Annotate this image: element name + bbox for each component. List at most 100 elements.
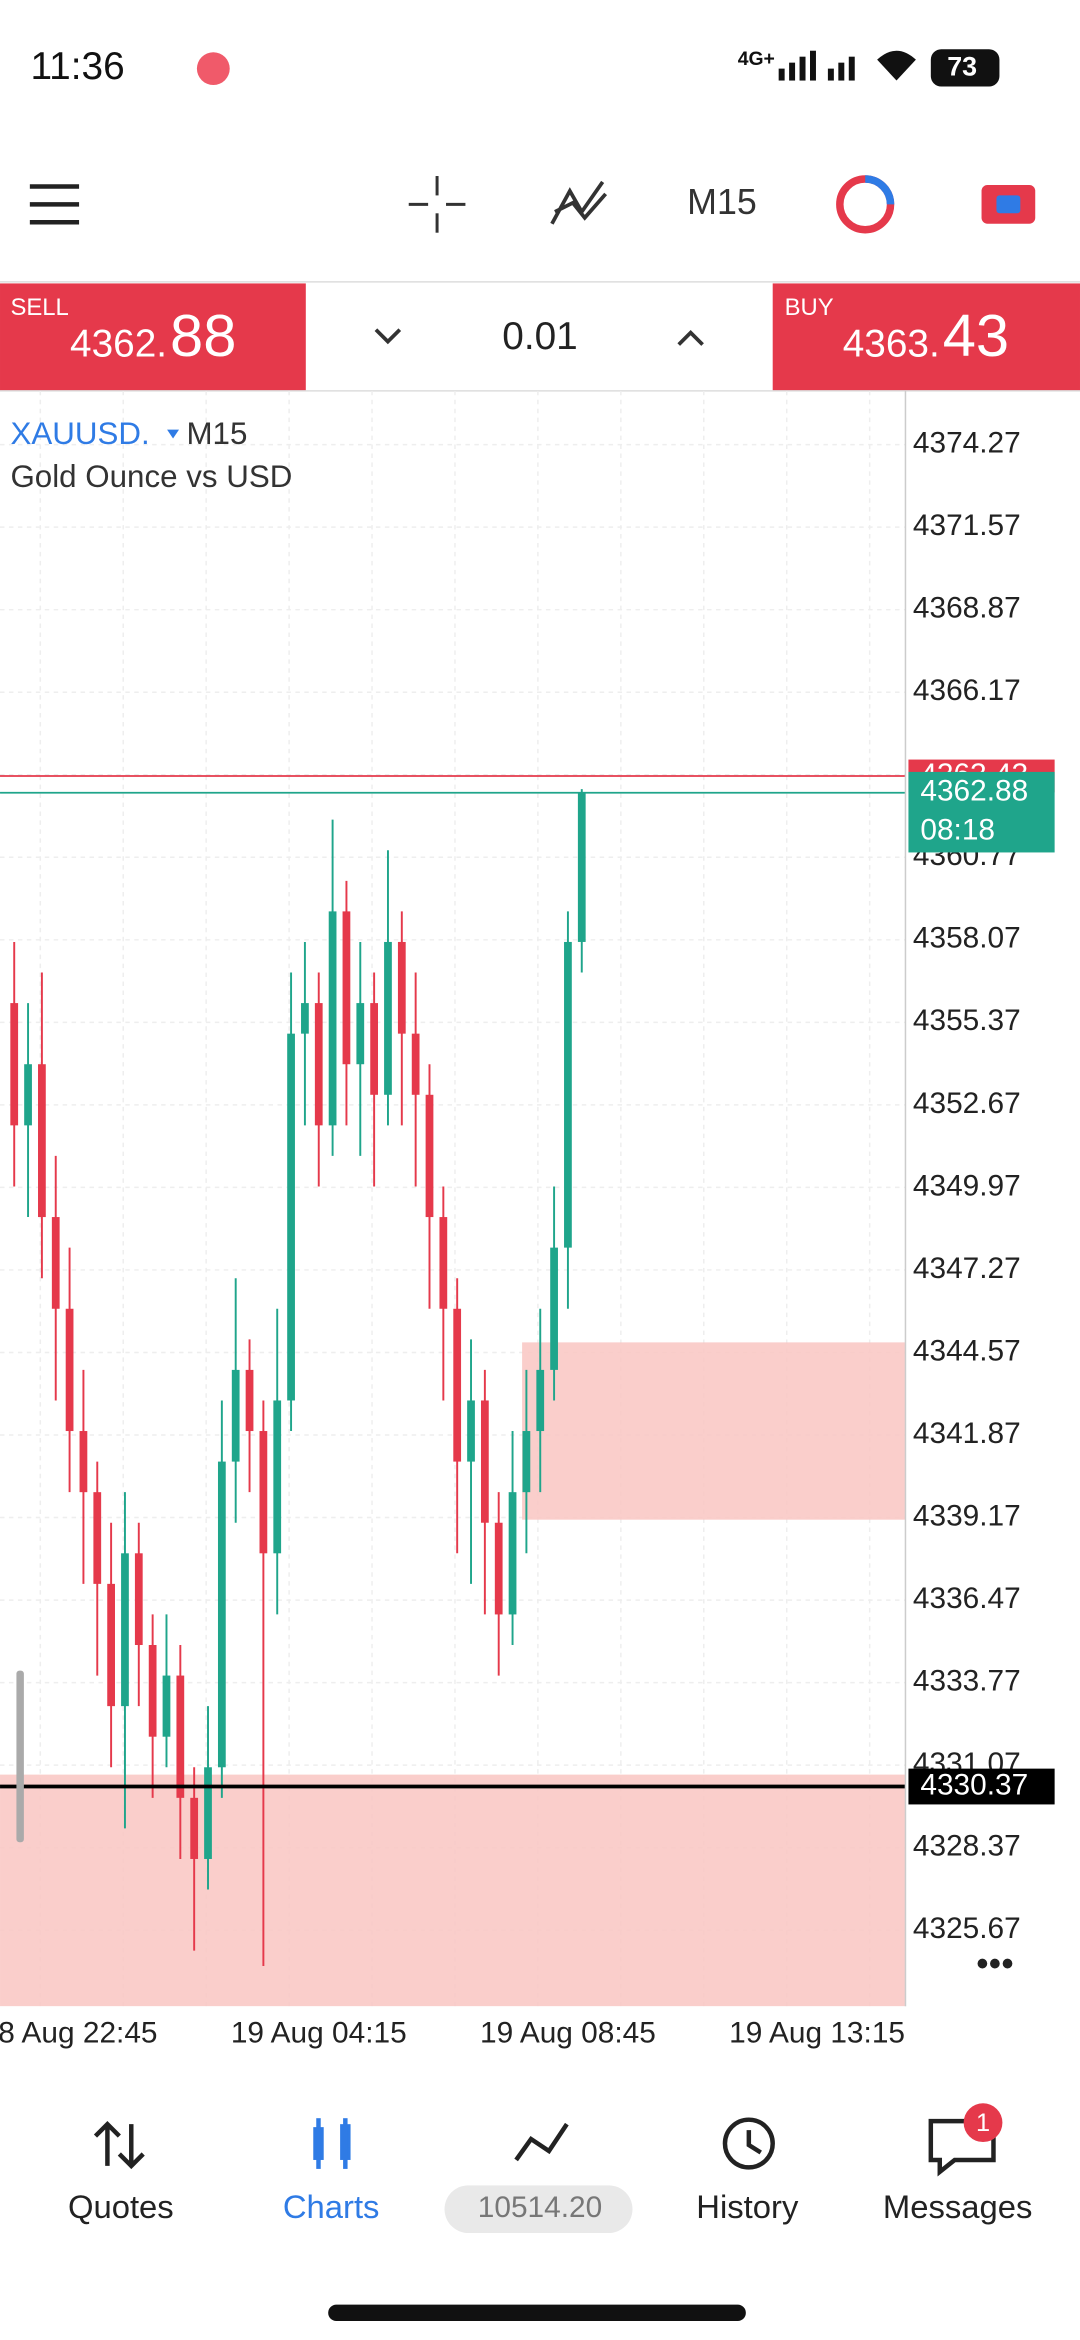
nav-label[interactable]: Quotes: [68, 2188, 174, 2225]
buy-button[interactable]: [772, 283, 1080, 391]
candle-body: [107, 1583, 115, 1707]
more-button[interactable]: •••: [976, 1943, 1014, 1983]
sell-price-major: 4362.: [70, 322, 167, 365]
nav-label[interactable]: Messages: [883, 2188, 1032, 2225]
price-label: 4374.27: [913, 426, 1021, 459]
candle-body: [93, 1492, 102, 1584]
candle-body: [564, 941, 572, 1248]
clock: 11:36: [31, 45, 125, 88]
candle-body: [204, 1767, 212, 1859]
nav-label[interactable]: Charts: [283, 2188, 380, 2225]
history-icon: [722, 2117, 775, 2170]
candle-body: [480, 1400, 489, 1523]
chart-timeframe: M15: [186, 416, 247, 451]
crosshair-button[interactable]: [408, 176, 466, 233]
level-tag-label: 4330.37: [920, 1768, 1028, 1801]
battery-level: 73: [947, 52, 977, 82]
symbol[interactable]: XAUUSD.: [10, 416, 149, 451]
price-label: 4371.57: [913, 509, 1021, 542]
timeframe-button[interactable]: M15: [687, 182, 757, 222]
plot-area: [0, 390, 906, 2007]
network: 4G+: [738, 48, 775, 70]
nav-label[interactable]: 10514.20: [478, 2191, 602, 2224]
symbol-dropdown: [167, 429, 180, 439]
candle-body: [24, 1064, 32, 1126]
candle-body: [148, 1645, 157, 1737]
price-label: 4366.17: [913, 674, 1021, 707]
price-label: 4344.57: [913, 1334, 1021, 1367]
volume[interactable]: 0.01: [502, 315, 577, 358]
price-label: 4368.87: [913, 592, 1021, 625]
time-label: 19 Aug 08:45: [480, 2017, 656, 2050]
sell-button[interactable]: [0, 283, 306, 391]
candle-body: [522, 1431, 531, 1493]
candle-body: [190, 1797, 199, 1859]
candle-body: [287, 1033, 295, 1401]
candle-body: [328, 911, 337, 1126]
price-label: 4349.97: [913, 1169, 1021, 1202]
level-tag: [908, 1768, 1055, 1805]
candle-body: [439, 1217, 448, 1309]
charts-icon: [313, 2118, 351, 2169]
window-button[interactable]: [981, 184, 1036, 224]
bid-tag: [908, 771, 1055, 853]
scrollbar: [16, 1670, 24, 1843]
candle-body: [217, 1461, 226, 1768]
price-label: 4328.37: [913, 1830, 1021, 1863]
time-label: 18 Aug 22:45: [0, 2017, 157, 2050]
zone: [0, 1774, 906, 2007]
wifi-icon: [877, 50, 916, 81]
candle-body: [397, 941, 406, 1034]
candle-body: [176, 1675, 185, 1798]
sell-price-minor: 88: [170, 302, 236, 369]
signal-icon: [778, 50, 855, 81]
time-label: 19 Aug 04:15: [231, 2017, 407, 2050]
home-indicator: [328, 2304, 746, 2322]
nav-bar: Quotes Charts 10514.20 History Messages: [68, 2188, 1032, 2225]
badge: [963, 2103, 1003, 2143]
buy-label: BUY: [785, 294, 834, 321]
candle-body: [550, 1247, 558, 1370]
candle-body: [245, 1369, 254, 1432]
candle-body: [411, 1033, 420, 1095]
buy-price-minor: 43: [943, 302, 1009, 369]
zone: [522, 1342, 906, 1520]
record-icon: [196, 52, 230, 86]
price-label: 4325.67: [913, 1912, 1021, 1945]
candle-body: [38, 1064, 46, 1218]
price-label: 4336.47: [913, 1582, 1021, 1615]
countdown: 08:18: [920, 813, 995, 846]
badge-count: 1: [976, 2109, 990, 2137]
price-label: 4347.27: [913, 1252, 1021, 1285]
candle-body: [425, 1094, 434, 1218]
volume-up[interactable]: [677, 330, 704, 346]
price-label: 4333.77: [913, 1664, 1021, 1697]
candle-body: [356, 1003, 365, 1065]
candle-body: [121, 1553, 129, 1707]
candle-body: [536, 1369, 545, 1432]
menu-button[interactable]: [29, 184, 80, 225]
time-label: 19 Aug 13:15: [729, 2017, 905, 2050]
candle-body: [162, 1675, 171, 1737]
battery-icon: [930, 49, 1000, 87]
candle-body: [51, 1217, 60, 1309]
price-label: 4341.87: [913, 1417, 1021, 1450]
quotes-icon: [93, 2120, 145, 2170]
nav-label[interactable]: History: [696, 2188, 799, 2225]
volume-down[interactable]: [374, 328, 402, 345]
indicators-button[interactable]: [550, 180, 608, 225]
candle-body: [384, 941, 392, 1095]
candle-body: [342, 911, 351, 1065]
sell-label: SELL: [10, 294, 68, 321]
bid-tag-label: 4362.88: [920, 775, 1028, 808]
candle-body: [301, 1003, 309, 1034]
candle-body: [79, 1431, 88, 1493]
price-label: 4352.67: [913, 1087, 1021, 1120]
trade-button[interactable]: [836, 175, 895, 234]
candle-body: [65, 1308, 74, 1432]
candle-body: [508, 1492, 517, 1615]
chart: 4374.274371.574368.874366.174363.474360.…: [0, 390, 1055, 2050]
price-label: 4358.07: [913, 922, 1021, 955]
candle-body: [231, 1369, 240, 1462]
